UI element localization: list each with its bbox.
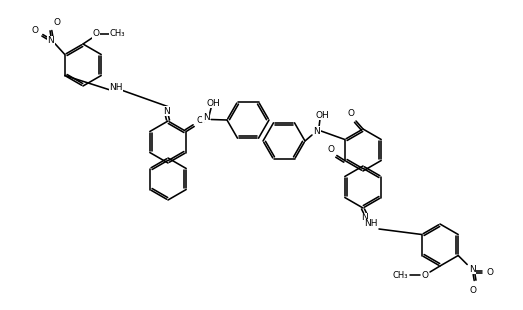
Text: O: O (31, 26, 38, 35)
Text: NH: NH (109, 83, 123, 92)
Text: O: O (93, 29, 99, 38)
Text: O: O (327, 145, 334, 154)
Text: CH₃: CH₃ (109, 29, 125, 38)
Text: CH₃: CH₃ (392, 271, 408, 280)
Text: O: O (53, 18, 60, 27)
Text: N: N (469, 265, 475, 274)
Text: NH: NH (364, 219, 378, 228)
Text: N: N (164, 107, 170, 116)
Text: O: O (197, 116, 203, 125)
Text: N: N (314, 126, 321, 135)
Text: O: O (487, 268, 494, 277)
Text: N: N (203, 113, 210, 122)
Text: O: O (470, 286, 476, 295)
Text: O: O (422, 271, 428, 280)
Text: N: N (48, 36, 54, 45)
Text: OH: OH (206, 99, 220, 108)
Text: OH: OH (315, 110, 329, 119)
Text: N: N (361, 214, 368, 223)
Text: O: O (347, 109, 355, 118)
